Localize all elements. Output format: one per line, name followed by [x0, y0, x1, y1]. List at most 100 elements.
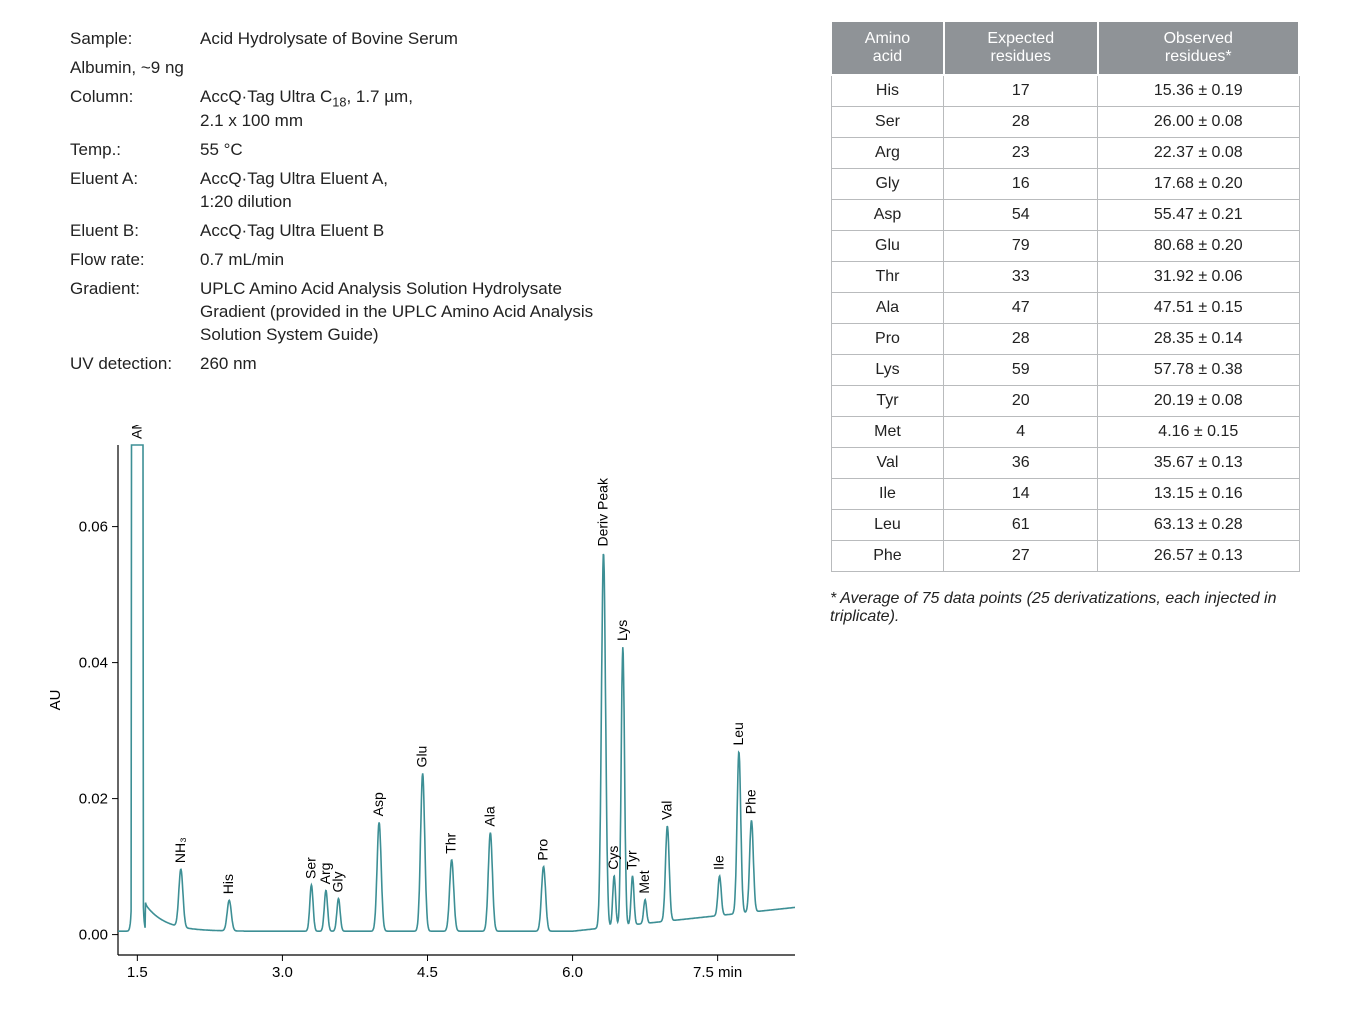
- table-cell: Met: [831, 417, 944, 448]
- table-cell: 80.68 ± 0.20: [1098, 231, 1299, 262]
- residues-table: AminoacidExpectedresiduesObservedresidue…: [830, 20, 1300, 572]
- svg-text:4.5: 4.5: [417, 964, 438, 981]
- meta-key-gradient: Gradient:: [70, 278, 200, 347]
- peak-label: Leu: [730, 722, 746, 745]
- table-cell: 22.37 ± 0.08: [1098, 138, 1299, 169]
- svg-text:3.0: 3.0: [272, 964, 293, 981]
- table-cell: 23: [944, 138, 1098, 169]
- meta-val-eluentA: AccQ·Tag Ultra Eluent A, 1:20 dilution: [200, 168, 750, 214]
- table-cell: Gly: [831, 169, 944, 200]
- peak-label: Lys: [614, 620, 630, 641]
- table-footnote: * Average of 75 data points (25 derivati…: [830, 590, 1290, 626]
- table-cell: 47.51 ± 0.15: [1098, 293, 1299, 324]
- table-row: Val3635.67 ± 0.13: [831, 448, 1299, 479]
- table-cell: Ile: [831, 479, 944, 510]
- table-cell: 28: [944, 107, 1098, 138]
- table-row: Phe2726.57 ± 0.13: [831, 541, 1299, 572]
- svg-text:AU: AU: [47, 690, 64, 711]
- peak-label: Pro: [535, 839, 551, 861]
- table-cell: 36: [944, 448, 1098, 479]
- table-cell: 33: [944, 262, 1098, 293]
- table-cell: Phe: [831, 541, 944, 572]
- meta-key-flow: Flow rate:: [70, 249, 200, 272]
- table-row: Leu6163.13 ± 0.28: [831, 510, 1299, 541]
- table-cell: Ser: [831, 107, 944, 138]
- table-cell: 16: [944, 169, 1098, 200]
- table-cell: His: [831, 75, 944, 107]
- table-cell: 59: [944, 355, 1098, 386]
- peak-label: Met: [636, 870, 652, 893]
- meta-val-sample1: Acid Hydrolysate of Bovine Serum: [200, 28, 750, 51]
- table-row: Ala4747.51 ± 0.15: [831, 293, 1299, 324]
- table-cell: Leu: [831, 510, 944, 541]
- eluentA-l1: AccQ·Tag Ultra Eluent A,: [200, 169, 388, 188]
- table-cell: Arg: [831, 138, 944, 169]
- table-cell: Val: [831, 448, 944, 479]
- table-cell: 61: [944, 510, 1098, 541]
- meta-key-eluentA: Eluent A:: [70, 168, 200, 214]
- table-cell: 47: [944, 293, 1098, 324]
- table-cell: 54: [944, 200, 1098, 231]
- svg-text:0.02: 0.02: [79, 791, 108, 808]
- metadata-panel: Sample: Acid Hydrolysate of Bovine Serum…: [70, 28, 750, 382]
- table-row: Ser2826.00 ± 0.08: [831, 107, 1299, 138]
- table-header: Aminoacid: [831, 21, 944, 75]
- table-cell: Thr: [831, 262, 944, 293]
- peak-label: Val: [658, 801, 674, 820]
- table-row: Lys5957.78 ± 0.38: [831, 355, 1299, 386]
- column-line2: 2.1 x 100 mm: [200, 111, 303, 130]
- table-cell: 35.67 ± 0.13: [1098, 448, 1299, 479]
- table-cell: 20: [944, 386, 1098, 417]
- table-cell: 57.78 ± 0.38: [1098, 355, 1299, 386]
- table-cell: 26.00 ± 0.08: [1098, 107, 1299, 138]
- svg-text:0.06: 0.06: [79, 519, 108, 536]
- table-cell: 27: [944, 541, 1098, 572]
- meta-val-column: AccQ·Tag Ultra C18, 1.7 µm, 2.1 x 100 mm: [200, 86, 750, 134]
- table-cell: 55.47 ± 0.21: [1098, 200, 1299, 231]
- peak-label: Ile: [711, 855, 727, 870]
- peak-label: Glu: [414, 746, 430, 768]
- peak-label: NH₃: [172, 837, 188, 863]
- peak-label: His: [220, 874, 236, 894]
- table-row: Arg2322.37 ± 0.08: [831, 138, 1299, 169]
- meta-key-uv: UV detection:: [70, 353, 200, 376]
- table-cell: Asp: [831, 200, 944, 231]
- table-cell: 28.35 ± 0.14: [1098, 324, 1299, 355]
- results-panel: AminoacidExpectedresiduesObservedresidue…: [830, 20, 1330, 626]
- svg-text:0.00: 0.00: [79, 927, 108, 944]
- table-cell: 17: [944, 75, 1098, 107]
- table-cell: Pro: [831, 324, 944, 355]
- svg-text:0.04: 0.04: [79, 655, 108, 672]
- peak-label: Tyr: [624, 850, 640, 870]
- meta-val-uv: 260 nm: [200, 353, 750, 376]
- table-cell: 13.15 ± 0.16: [1098, 479, 1299, 510]
- meta-val-gradient: UPLC Amino Acid Analysis Solution Hydrol…: [200, 278, 630, 347]
- peak-label: AMQ: [128, 425, 144, 439]
- meta-key-column: Column:: [70, 86, 200, 134]
- peak-label: Asp: [370, 792, 386, 816]
- table-cell: 4: [944, 417, 1098, 448]
- table-row: Gly1617.68 ± 0.20: [831, 169, 1299, 200]
- table-cell: 79: [944, 231, 1098, 262]
- peak-label: Cys: [605, 846, 621, 870]
- table-cell: 17.68 ± 0.20: [1098, 169, 1299, 200]
- meta-val-sample2: Albumin, ~9 ng: [70, 57, 750, 80]
- table-row: Asp5455.47 ± 0.21: [831, 200, 1299, 231]
- meta-val-flow: 0.7 mL/min: [200, 249, 750, 272]
- table-cell: 4.16 ± 0.15: [1098, 417, 1299, 448]
- meta-key-temp: Temp.:: [70, 139, 200, 162]
- table-cell: Ala: [831, 293, 944, 324]
- peak-label: Phe: [742, 789, 758, 814]
- table-cell: 14: [944, 479, 1098, 510]
- table-cell: 63.13 ± 0.28: [1098, 510, 1299, 541]
- table-row: Tyr2020.19 ± 0.08: [831, 386, 1299, 417]
- svg-text:7.5 min: 7.5 min: [693, 964, 742, 981]
- svg-text:6.0: 6.0: [562, 964, 583, 981]
- table-header: Expectedresidues: [944, 21, 1098, 75]
- meta-val-eluentB: AccQ·Tag Ultra Eluent B: [200, 220, 750, 243]
- column-sub: 18: [332, 94, 346, 109]
- meta-val-temp: 55 °C: [200, 139, 750, 162]
- table-cell: Glu: [831, 231, 944, 262]
- table-row: Pro2828.35 ± 0.14: [831, 324, 1299, 355]
- meta-key-eluentB: Eluent B:: [70, 220, 200, 243]
